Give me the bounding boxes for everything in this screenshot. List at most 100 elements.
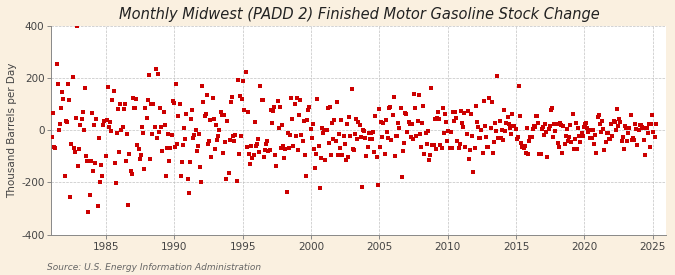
Point xyxy=(414,132,425,136)
Point xyxy=(444,146,455,150)
Point xyxy=(76,117,87,121)
Point xyxy=(227,95,238,99)
Point xyxy=(462,109,473,113)
Point xyxy=(591,151,602,155)
Point xyxy=(277,123,288,128)
Point xyxy=(50,146,61,150)
Point xyxy=(178,143,188,147)
Point xyxy=(306,136,317,140)
Point xyxy=(271,164,281,168)
Point xyxy=(612,107,622,111)
Point xyxy=(476,128,487,132)
Point xyxy=(617,135,628,139)
Point xyxy=(272,99,283,104)
Point xyxy=(136,125,147,129)
Point xyxy=(51,61,62,66)
Point xyxy=(532,114,543,119)
Point xyxy=(576,130,587,135)
Point xyxy=(116,127,127,132)
Point xyxy=(500,129,511,133)
Point xyxy=(350,132,360,137)
Point xyxy=(485,126,496,130)
Point xyxy=(303,108,314,112)
Point xyxy=(319,128,329,132)
Point xyxy=(66,142,77,146)
Point xyxy=(348,147,359,152)
Point xyxy=(207,95,218,100)
Point xyxy=(577,134,588,139)
Point xyxy=(634,123,645,128)
Point xyxy=(495,136,506,141)
Point xyxy=(633,128,644,132)
Point xyxy=(315,156,326,160)
Point xyxy=(111,181,122,185)
Point xyxy=(504,122,514,126)
Point xyxy=(395,106,406,110)
Point xyxy=(616,139,627,144)
Point xyxy=(323,141,334,145)
Point xyxy=(262,139,273,143)
Point xyxy=(360,136,371,140)
Point xyxy=(78,128,89,133)
Point xyxy=(515,114,526,119)
Point xyxy=(506,132,516,136)
Point xyxy=(245,162,256,166)
Point xyxy=(353,120,364,125)
Point xyxy=(419,152,430,156)
Point xyxy=(526,135,537,139)
Point xyxy=(244,152,254,156)
Point xyxy=(522,152,533,156)
Point xyxy=(179,126,190,130)
Point xyxy=(456,109,466,114)
Point xyxy=(57,89,68,94)
Point xyxy=(146,102,157,106)
Point xyxy=(458,125,468,130)
Point xyxy=(471,120,482,124)
Point xyxy=(82,159,92,163)
Point xyxy=(583,130,594,135)
Point xyxy=(55,122,65,127)
Point xyxy=(514,84,524,88)
Point xyxy=(527,127,538,131)
Point xyxy=(140,106,151,110)
Point xyxy=(59,173,70,178)
Point xyxy=(85,159,96,163)
Point xyxy=(315,186,325,191)
Point xyxy=(386,138,397,143)
Point xyxy=(328,137,339,141)
Point xyxy=(132,142,143,147)
Point xyxy=(494,119,505,123)
Point xyxy=(129,106,140,111)
Point xyxy=(154,130,165,134)
Point xyxy=(450,110,460,114)
Point xyxy=(512,137,522,141)
Point xyxy=(375,145,385,149)
Point xyxy=(259,155,269,159)
Point xyxy=(429,117,440,122)
Point xyxy=(439,111,450,116)
Point xyxy=(163,132,173,136)
Point xyxy=(389,154,400,158)
Point xyxy=(622,139,632,143)
Point xyxy=(255,83,266,88)
Point xyxy=(184,191,194,195)
Point xyxy=(281,189,292,194)
Point xyxy=(648,130,659,134)
Point xyxy=(427,143,438,147)
Point xyxy=(464,148,475,152)
Point xyxy=(93,136,104,140)
Point xyxy=(165,146,176,150)
Point xyxy=(363,131,374,135)
Point xyxy=(446,130,456,134)
Point xyxy=(72,24,82,28)
Point xyxy=(56,106,67,110)
Point xyxy=(74,147,85,151)
Point xyxy=(49,144,59,149)
Point xyxy=(322,106,333,111)
Point xyxy=(620,123,630,128)
Point xyxy=(67,75,78,79)
Point xyxy=(434,117,445,121)
Point xyxy=(451,116,462,120)
Point xyxy=(101,118,112,122)
Point xyxy=(191,148,202,153)
